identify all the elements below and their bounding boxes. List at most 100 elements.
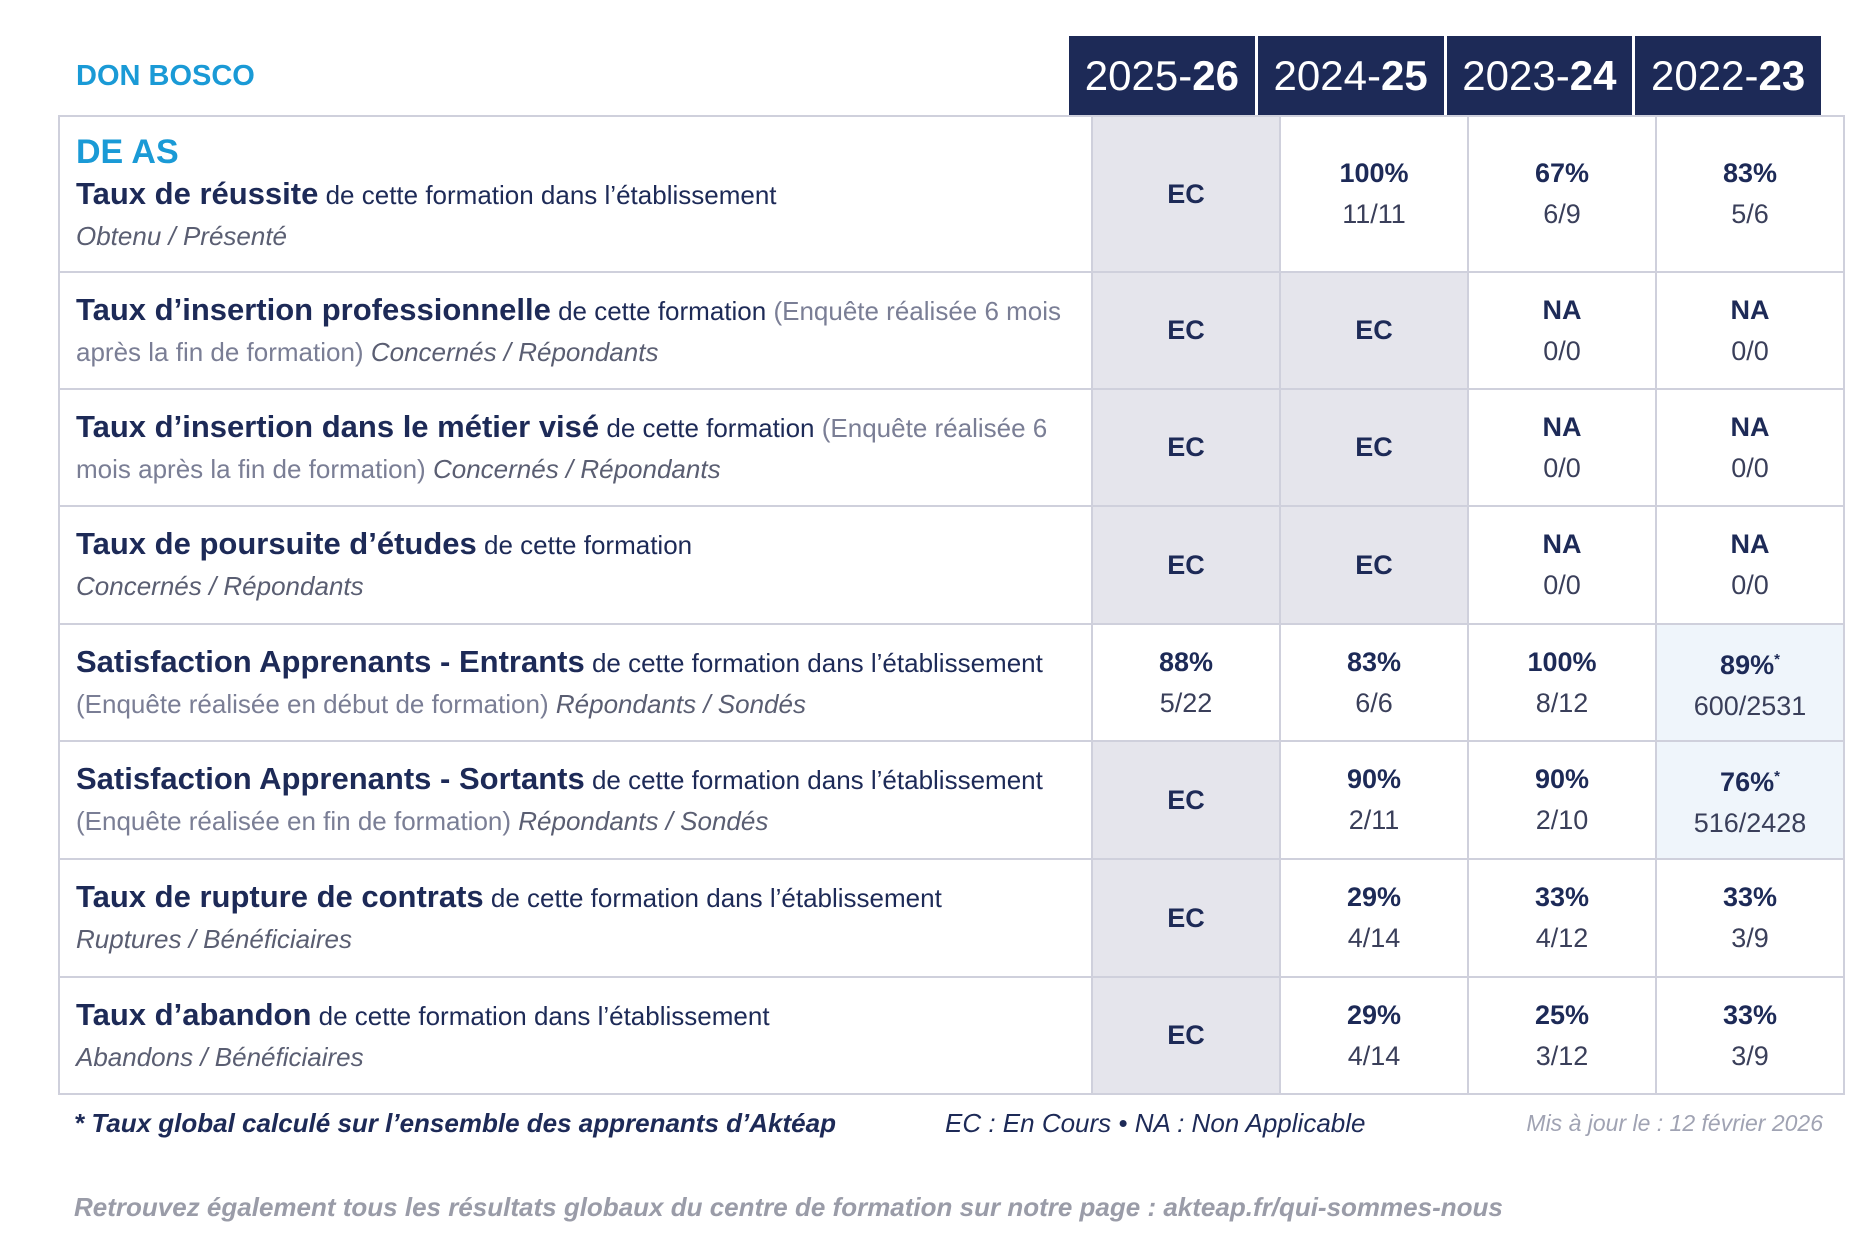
value-cell: 25% 3/12 xyxy=(1467,976,1657,1095)
indicator-text: de cette formation dans l’établissement xyxy=(591,765,1043,795)
rate-value: NA xyxy=(1542,411,1582,442)
value-cell: 29% 4/14 xyxy=(1279,858,1469,978)
rate-value: 33% xyxy=(1722,882,1778,912)
rate-value: 88% xyxy=(1158,646,1214,677)
row-label: Satisfaction Apprenants - Entrants de ce… xyxy=(58,623,1093,742)
rate-value: EC xyxy=(1355,549,1393,580)
rate: 29% xyxy=(1281,877,1467,918)
indicator-title: Taux d’insertion professionnelle xyxy=(76,291,551,327)
value-cell: 33% 3/9 xyxy=(1655,858,1845,978)
legend: EC : En Cours • NA : Non Applicable xyxy=(945,1108,1366,1138)
value-cell: 90% 2/11 xyxy=(1279,740,1469,860)
value-cell: 83% 6/6 xyxy=(1279,623,1469,742)
value-cell: NA 0/0 xyxy=(1655,388,1845,507)
rate: 83% xyxy=(1281,642,1467,683)
ratio: 0/0 xyxy=(1543,335,1581,366)
value-cell: 88% 5/22 xyxy=(1091,623,1281,742)
row-label: Satisfaction Apprenants - Sortants de ce… xyxy=(58,740,1093,860)
indicator-text: de cette formation dans l’établissement xyxy=(325,180,777,210)
ratio: 5/22 xyxy=(1159,687,1213,718)
ratio: 2/10 xyxy=(1535,805,1589,835)
asterisk: * xyxy=(1774,768,1780,785)
rate: NA xyxy=(1469,524,1655,565)
ratio-legend: Concernés / Répondants xyxy=(432,453,721,484)
year-end: 23 xyxy=(1758,51,1806,99)
rate-value: EC xyxy=(1355,432,1393,462)
ratio: 3/9 xyxy=(1731,923,1769,953)
value-cell: 29% 4/14 xyxy=(1279,976,1469,1095)
table-row: Satisfaction Apprenants - Entrants de ce… xyxy=(58,623,1845,742)
update-date: Mis à jour le : 12 février 2026 xyxy=(1526,1110,1823,1136)
rate-value: 29% xyxy=(1346,999,1402,1030)
value-cell: 33% 4/12 xyxy=(1467,858,1657,978)
rate: 100% xyxy=(1281,153,1467,194)
table-row: Taux de rupture de contrats de cette for… xyxy=(58,858,1845,978)
rate-value: EC xyxy=(1167,784,1205,815)
indicator-title: Satisfaction Apprenants - Entrants xyxy=(76,643,585,679)
rate: EC xyxy=(1093,780,1279,821)
rate: NA xyxy=(1657,524,1843,565)
rate-value: 83% xyxy=(1346,646,1402,677)
rate-value: EC xyxy=(1167,1020,1205,1050)
rate-value: 25% xyxy=(1534,999,1590,1030)
value-cell: 67% 6/9 xyxy=(1467,115,1657,273)
table-row: Taux de poursuite d’études de cette form… xyxy=(58,505,1845,625)
rate: EC xyxy=(1093,898,1279,939)
ratio: 6/9 xyxy=(1543,199,1581,229)
value-cell: 89%* 600/2531 xyxy=(1655,623,1845,742)
rate-value: EC xyxy=(1167,549,1205,580)
row-label: Taux de rupture de contrats de cette for… xyxy=(58,858,1093,978)
row-label: Taux d’insertion professionnelle de cett… xyxy=(58,271,1093,390)
value-cell: NA 0/0 xyxy=(1467,505,1657,625)
ratio: 11/11 xyxy=(1342,199,1406,229)
indicator-title: Taux d’abandon xyxy=(76,996,312,1032)
value-cell: NA 0/0 xyxy=(1655,505,1845,625)
indicator-title: Taux d’insertion dans le métier visé xyxy=(76,408,600,444)
rate-value: EC xyxy=(1167,432,1205,462)
ratio-legend: Obtenu / Présenté xyxy=(76,221,288,251)
year-cell: 2022- 23 xyxy=(1635,36,1821,115)
rate-value: NA xyxy=(1542,294,1582,325)
survey-note: (Enquête réalisée en début de formation) xyxy=(76,688,549,719)
table-row: DE AS Taux de réussite de cette formation… xyxy=(58,115,1845,273)
year-end: 24 xyxy=(1569,51,1617,99)
page-link: Retrouvez également tous les résultats g… xyxy=(74,1192,1503,1222)
ratio-legend: Concernés / Répondants xyxy=(370,336,659,367)
value-cell: NA 0/0 xyxy=(1467,388,1657,507)
survey-note: (Enquête réalisée en fin de formation) xyxy=(76,806,512,836)
school-name: DON BOSCO xyxy=(76,60,255,92)
rate: 33% xyxy=(1469,877,1655,918)
rate: 76%* xyxy=(1657,756,1843,803)
rate-value: EC xyxy=(1355,315,1393,345)
ratio: 4/14 xyxy=(1347,923,1401,953)
value-cell: EC xyxy=(1091,271,1281,390)
ratio: 0/0 xyxy=(1731,570,1769,600)
indicator-title: Satisfaction Apprenants - Sortants xyxy=(76,761,585,796)
program-name: DE AS xyxy=(76,133,179,171)
rate-value: NA xyxy=(1542,529,1582,559)
value-cell: 100% 11/11 xyxy=(1279,115,1469,273)
value-cell: 100% 8/12 xyxy=(1467,623,1657,742)
value-cell: NA 0/0 xyxy=(1467,271,1657,390)
rate-value: 67% xyxy=(1534,158,1590,188)
rate: 89%* xyxy=(1657,639,1843,686)
indicator-text: de cette formation xyxy=(484,530,693,560)
rate-value: EC xyxy=(1167,315,1205,345)
rate: EC xyxy=(1281,310,1467,351)
year-end: 25 xyxy=(1380,51,1428,99)
ratio: 6/6 xyxy=(1355,687,1393,718)
indicator-text: de cette formation dans l’établissement xyxy=(591,647,1043,678)
value-cell: EC xyxy=(1091,976,1281,1095)
ratio: 5/6 xyxy=(1731,199,1769,229)
rate-value: NA xyxy=(1730,294,1770,325)
value-cell: EC xyxy=(1091,388,1281,507)
rate: 67% xyxy=(1469,153,1655,194)
value-cell: NA 0/0 xyxy=(1655,271,1845,390)
indicator-title: Taux de réussite xyxy=(76,176,319,211)
rate: EC xyxy=(1093,174,1279,215)
value-cell: EC xyxy=(1279,505,1469,625)
table-row: Satisfaction Apprenants - Sortants de ce… xyxy=(58,740,1845,860)
ratio-legend: Ruptures / Bénéficiaires xyxy=(76,924,353,954)
rate: 88% xyxy=(1093,642,1279,683)
rate: EC xyxy=(1281,427,1467,468)
